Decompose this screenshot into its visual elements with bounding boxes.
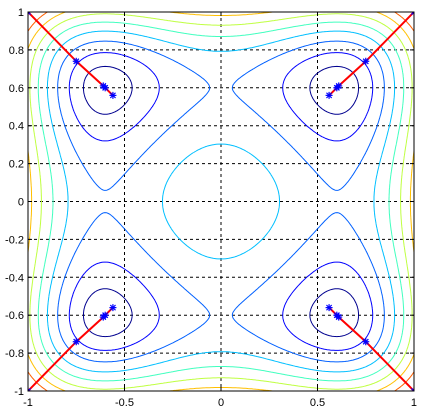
x-axis-ticks: -1 -0.5 0 0.5 1 xyxy=(23,12,417,409)
path-marker xyxy=(28,387,32,391)
y-tick-label: 0.2 xyxy=(9,159,24,171)
y-tick-label: 0 xyxy=(18,197,24,209)
grid-lines xyxy=(28,12,414,391)
path-marker xyxy=(109,91,117,99)
path-marker xyxy=(333,84,341,92)
descent-path-3 xyxy=(28,304,117,391)
contour-level-5 xyxy=(37,21,405,382)
path-marker xyxy=(72,57,80,65)
path-marker xyxy=(410,12,414,16)
path-marker xyxy=(101,311,109,319)
path-marker xyxy=(410,387,414,391)
x-tick-label: -1 xyxy=(23,397,33,409)
path-marker xyxy=(325,91,333,99)
contour-level-1 xyxy=(83,65,359,338)
path-marker xyxy=(333,311,341,319)
contour-level-3 xyxy=(57,40,385,363)
contour-level-7 xyxy=(28,12,414,391)
y-tick-label: -0.8 xyxy=(5,348,24,360)
y-tick-label: -1 xyxy=(14,386,24,398)
path-marker xyxy=(325,304,333,312)
x-tick-label: 0.5 xyxy=(310,397,325,409)
y-tick-label: 0.4 xyxy=(9,121,24,133)
x-tick-label: -0.5 xyxy=(115,397,134,409)
descent-path-4 xyxy=(325,304,414,391)
path-marker xyxy=(28,12,32,16)
path-marker xyxy=(109,304,117,312)
x-tick-label: 1 xyxy=(411,397,417,409)
descent-path-2 xyxy=(325,12,414,99)
contour-level-4 xyxy=(46,30,396,373)
descent-path-1 xyxy=(28,12,117,99)
x-tick-label: 0 xyxy=(218,397,224,409)
y-tick-label: 0.6 xyxy=(9,83,24,95)
path-marker xyxy=(362,338,370,346)
y-tick-label: -0.6 xyxy=(5,310,24,322)
contour-level-8 xyxy=(28,12,414,391)
path-marker xyxy=(72,338,80,346)
contour-level-6 xyxy=(29,13,413,390)
y-tick-label: -0.4 xyxy=(5,272,24,284)
contour-lines xyxy=(28,12,414,391)
contour-level-2 xyxy=(68,52,374,351)
y-tick-label: 0.8 xyxy=(9,45,24,57)
y-axis-ticks: 1 0.8 0.6 0.4 0.2 0 -0.2 -0.4 -0.6 -0.8 -1 xyxy=(5,7,414,398)
y-tick-label: 1 xyxy=(18,7,24,19)
descent-paths xyxy=(28,12,414,391)
y-tick-label: -0.2 xyxy=(5,234,24,246)
path-marker xyxy=(101,84,109,92)
path-marker xyxy=(362,57,370,65)
